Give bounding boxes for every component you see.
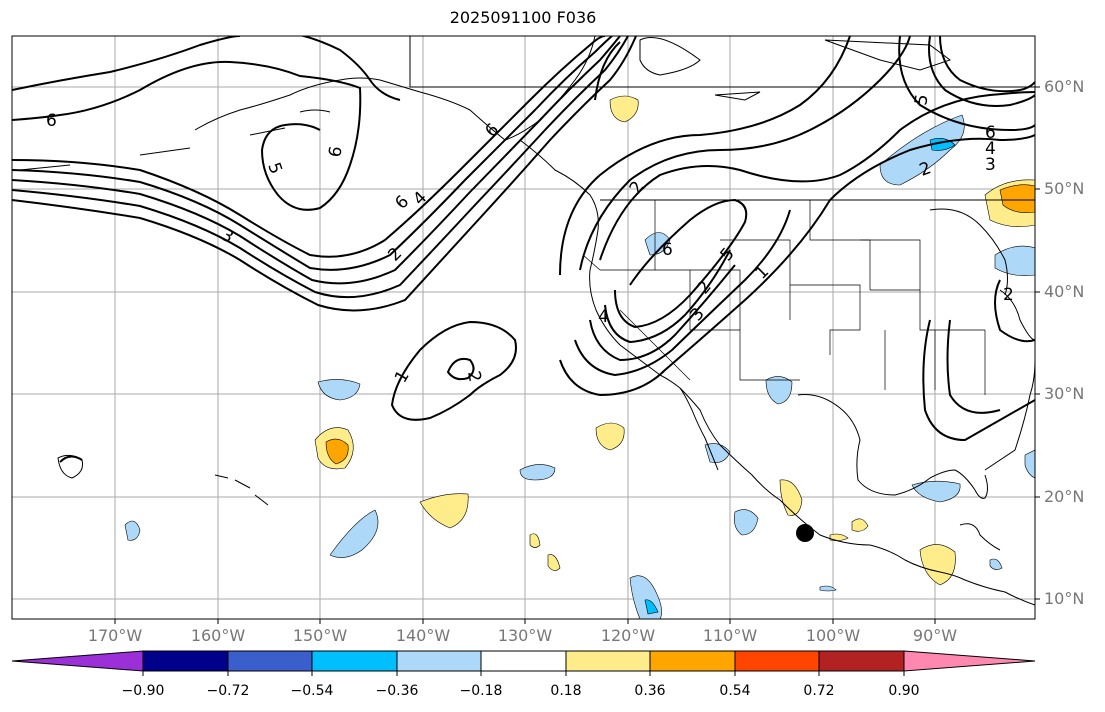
lon-label: 170°W — [87, 626, 143, 645]
positive-anomaly-patch — [529, 533, 541, 548]
colorbar-tick-label: −0.90 — [121, 683, 165, 699]
colorbar — [11, 650, 1036, 676]
state-borders — [582, 200, 986, 395]
colorbar-tick-label: 0.72 — [803, 683, 835, 699]
colorbar-segment — [480, 650, 567, 672]
negative-anomaly-patch — [317, 379, 361, 401]
map-title: 2025091100 F036 — [449, 8, 597, 27]
contour-label: 2 — [1003, 285, 1014, 305]
negative-anomaly-patch — [519, 464, 556, 481]
lat-label: 10°N — [1044, 589, 1085, 608]
positive-anomaly-patch — [419, 493, 469, 529]
negative-anomaly-patch — [911, 480, 961, 503]
negative-anomaly-patch — [819, 585, 837, 592]
colorbar-tick-label: −0.54 — [290, 683, 334, 699]
positive-anomaly-core — [999, 184, 1035, 213]
lon-label: 140°W — [395, 626, 451, 645]
map-background — [12, 36, 1035, 619]
positive-anomaly-patch — [829, 533, 849, 541]
colorbar-tick-label: −0.36 — [375, 683, 419, 699]
contour-label: 4 — [598, 307, 609, 327]
station-marker — [796, 524, 814, 542]
colorbar-segment — [311, 650, 398, 672]
contour-label: 5 — [911, 93, 933, 107]
map-frame — [11, 35, 1036, 620]
colorbar-tick-label: 0.54 — [719, 683, 751, 699]
contour-label: 6 — [985, 123, 996, 143]
lon-label: 100°W — [805, 626, 861, 645]
negative-anomaly-patch — [734, 509, 759, 536]
negative-anomaly-core — [644, 599, 659, 615]
colorbar-tick-label: −0.18 — [459, 683, 503, 699]
lon-label: 130°W — [497, 626, 553, 645]
colorbar-segment — [142, 650, 229, 672]
contour-label: 3 — [985, 155, 996, 175]
colorbar-segment — [649, 650, 736, 672]
colorbar-segment — [227, 650, 313, 672]
colorbar-segment — [396, 650, 482, 672]
lon-ticks — [114, 619, 936, 624]
lat-ticks — [1035, 86, 1040, 600]
negative-anomaly-patch — [879, 114, 965, 186]
contour-label: 6 — [662, 240, 673, 260]
lon-label: 90°W — [912, 626, 958, 645]
contour-lines — [12, 36, 1035, 463]
contour-label: 4 — [985, 139, 996, 159]
lat-label: 20°N — [1044, 487, 1085, 506]
shaded-fields — [124, 95, 1035, 619]
positive-anomaly-patch — [595, 422, 625, 451]
colorbar-segment — [903, 650, 1036, 672]
contour-label: 6 — [325, 145, 347, 159]
lon-label: 150°W — [292, 626, 348, 645]
negative-anomaly-patch — [124, 520, 141, 541]
colorbar-tick-label: −0.72 — [206, 683, 250, 699]
lat-label: 30°N — [1044, 384, 1085, 403]
lon-label: 120°W — [600, 626, 656, 645]
positive-anomaly-patch — [547, 554, 561, 571]
negative-anomaly-patch — [994, 245, 1035, 276]
lat-label: 40°N — [1044, 282, 1085, 301]
positive-anomaly-core — [325, 438, 349, 465]
colorbar-segment — [11, 650, 144, 672]
negative-anomaly-patch — [765, 376, 793, 405]
colorbar-tick-label: 0.18 — [550, 683, 582, 699]
positive-anomaly-patch — [779, 479, 803, 516]
colorbar-tick-label: 0.36 — [634, 683, 666, 699]
negative-anomaly-patch — [329, 509, 379, 558]
positive-anomaly-patch — [851, 518, 869, 532]
negative-anomaly-patch — [989, 558, 1003, 570]
colorbar-segment — [734, 650, 820, 672]
colorbar-tick-label: 0.90 — [888, 683, 920, 699]
graticule — [12, 36, 1035, 619]
contour-label: 6 — [46, 111, 57, 131]
colorbar-segment — [565, 650, 651, 672]
positive-anomaly-patch — [919, 544, 956, 586]
lat-label: 60°N — [1044, 77, 1085, 96]
contour-label: 2 — [463, 369, 485, 383]
lat-label: 50°N — [1044, 179, 1085, 198]
positive-anomaly-patch — [609, 95, 639, 123]
lon-label: 160°W — [190, 626, 246, 645]
colorbar-segment — [818, 650, 905, 672]
lon-label: 110°W — [702, 626, 758, 645]
